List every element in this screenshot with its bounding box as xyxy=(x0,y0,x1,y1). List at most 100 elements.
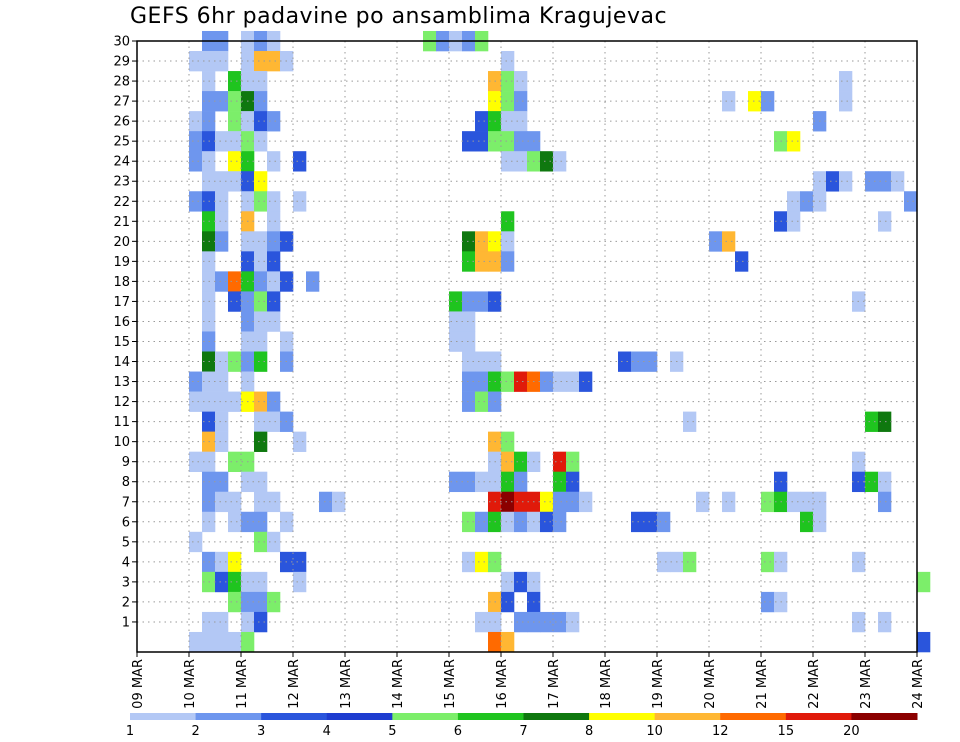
heatmap-cell xyxy=(215,351,229,372)
heatmap-cell xyxy=(306,271,320,292)
y-tick-label: 9 xyxy=(122,455,130,470)
y-tick-label: 21 xyxy=(113,215,130,230)
heatmap-cell xyxy=(462,391,476,412)
heatmap-cell xyxy=(501,591,515,613)
heatmap-cell xyxy=(475,391,489,412)
heatmap-cell xyxy=(514,571,528,593)
heatmap-cell xyxy=(488,631,502,653)
heatmap-cell xyxy=(189,151,203,172)
y-tick-label: 20 xyxy=(113,235,130,250)
heatmap-cell xyxy=(254,191,268,212)
colorbar-swatch xyxy=(785,713,852,720)
heatmap-cell xyxy=(215,51,229,72)
heatmap-cell xyxy=(722,491,736,513)
y-tick-label: 26 xyxy=(113,115,130,130)
x-tick-label: 10 MAR xyxy=(183,659,198,709)
x-tick-label: 14 MAR xyxy=(391,659,406,709)
heatmap-cell xyxy=(475,471,489,493)
heatmap-cell xyxy=(462,311,476,332)
heatmap-cell xyxy=(501,51,515,72)
colorbar-label: 20 xyxy=(843,724,860,739)
heatmap-cell xyxy=(839,71,853,92)
y-tick-label: 5 xyxy=(122,535,130,550)
colorbar-label: 6 xyxy=(454,724,462,739)
heatmap-cell xyxy=(449,331,463,352)
heatmap-cell xyxy=(800,491,814,513)
heatmap-cell xyxy=(189,191,203,212)
heatmap-cell xyxy=(254,231,268,252)
heatmap-cell xyxy=(254,251,268,272)
heatmap-cell xyxy=(475,611,489,633)
heatmap-cell xyxy=(514,471,528,493)
heatmap-cell xyxy=(514,71,528,92)
heatmap-cell xyxy=(800,511,814,533)
heatmap-cell xyxy=(501,211,515,232)
y-tick-label: 28 xyxy=(113,75,130,90)
heatmap-cell xyxy=(228,71,242,92)
heatmap-cell xyxy=(449,471,463,493)
heatmap-cell xyxy=(501,511,515,533)
y-tick-label: 4 xyxy=(122,555,130,570)
heatmap-cell xyxy=(254,491,268,513)
colorbar-swatch xyxy=(261,713,328,720)
heatmap-cell xyxy=(254,591,268,613)
heatmap-cell xyxy=(553,491,567,513)
heatmap-cell xyxy=(267,271,281,292)
colorbar-swatch xyxy=(392,713,459,720)
heatmap-cell xyxy=(462,251,476,272)
y-tick-label: 23 xyxy=(113,175,130,190)
heatmap-cell xyxy=(189,631,203,653)
heatmap-cell xyxy=(514,611,528,633)
heatmap-cell xyxy=(254,171,268,192)
colorbar-label: 15 xyxy=(778,724,795,739)
heatmap-cell xyxy=(449,311,463,332)
heatmap-cell xyxy=(215,391,229,412)
heatmap-cell xyxy=(787,211,801,232)
heatmap-cell xyxy=(475,511,489,533)
heatmap-cell xyxy=(254,291,268,312)
y-tick-label: 25 xyxy=(113,135,130,150)
heatmap-cell xyxy=(878,611,892,633)
heatmap-cell xyxy=(267,111,281,132)
heatmap-cell xyxy=(215,271,229,292)
heatmap-cell xyxy=(228,271,242,292)
heatmap-cell xyxy=(501,71,515,92)
x-tick-label: 09 MAR xyxy=(131,659,146,709)
heatmap-cell xyxy=(293,151,307,172)
heatmap-cell xyxy=(254,131,268,152)
heatmap-cell xyxy=(501,151,515,172)
heatmap-cell xyxy=(215,91,229,112)
x-tick-label: 16 MAR xyxy=(495,659,510,709)
colorbar-swatch xyxy=(523,713,590,720)
heatmap-cell xyxy=(202,631,216,653)
heatmap-cell xyxy=(228,631,242,653)
heatmap-cell xyxy=(267,531,281,553)
heatmap-cell xyxy=(501,471,515,493)
heatmap-cell xyxy=(293,551,307,573)
y-tick-label: 10 xyxy=(113,435,130,450)
heatmap-cell xyxy=(254,111,268,132)
heatmap-cell xyxy=(293,571,307,593)
heatmap-cell xyxy=(189,131,203,152)
heatmap-cell xyxy=(215,231,229,252)
heatmap-cell xyxy=(267,191,281,212)
heatmap-cell xyxy=(254,91,268,112)
y-tick-label: 12 xyxy=(113,395,130,410)
heatmap-cell xyxy=(254,51,268,72)
heatmap-cell xyxy=(865,471,879,493)
x-tick-label: 23 MAR xyxy=(859,659,874,709)
heatmap-cell xyxy=(514,491,528,513)
heatmap-cell xyxy=(878,171,892,192)
heatmap-cell xyxy=(215,411,229,432)
heatmap-cell xyxy=(761,551,775,573)
heatmap-cell xyxy=(215,211,229,232)
heatmap-cell xyxy=(787,191,801,212)
y-tick-label: 19 xyxy=(113,255,130,270)
heatmap-cell xyxy=(683,551,697,573)
y-tick-label: 13 xyxy=(113,375,130,390)
heatmap-cell xyxy=(761,91,775,112)
heatmap-cell xyxy=(501,231,515,252)
heatmap-cell xyxy=(787,491,801,513)
heatmap-cell xyxy=(878,211,892,232)
colorbar-swatch xyxy=(589,713,656,720)
